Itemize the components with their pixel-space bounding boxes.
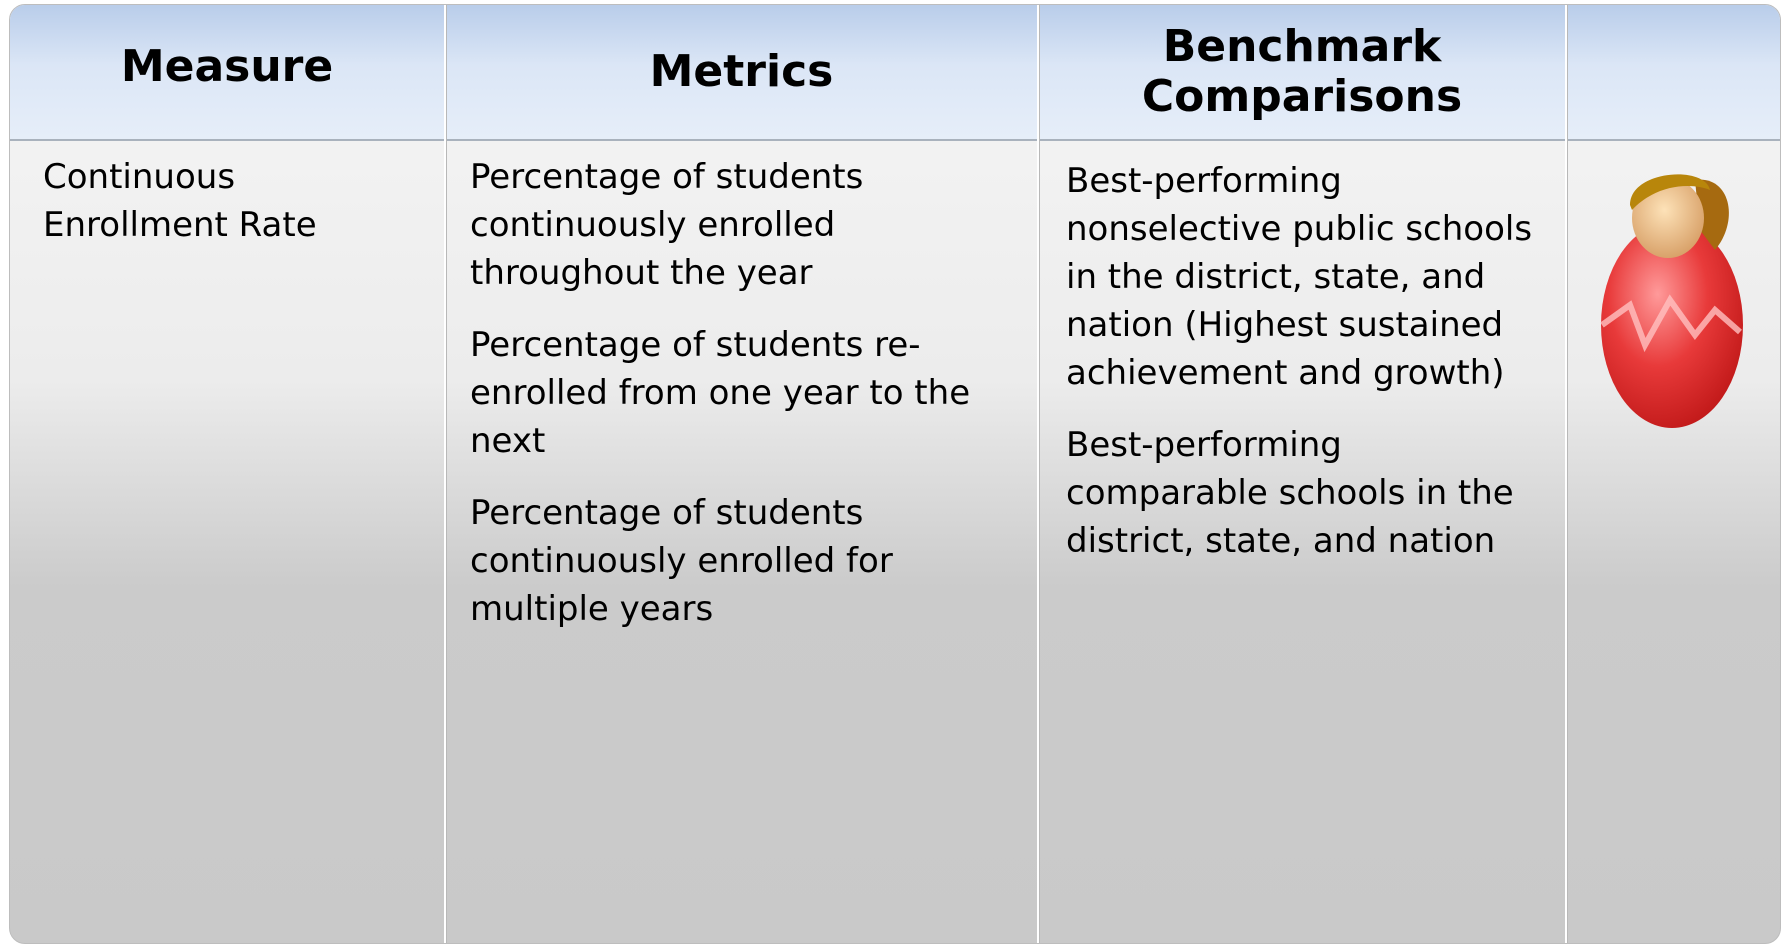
table: Measure Metrics Benchmark Comparisons Co… (9, 4, 1781, 944)
metric-item: Percentage of students re-enrolled from … (470, 325, 971, 461)
metric-item: Percentage of students continuously enro… (470, 493, 893, 629)
header-cell: Benchmark Comparisons (1141, 21, 1463, 122)
metrics-cell: Percentage of students continuously enro… (470, 153, 1015, 657)
metric-item: Percentage of students continuously enro… (470, 157, 864, 293)
benchmarks-cell: Best-performing nonselective public scho… (1066, 157, 1536, 589)
student-icon (1600, 174, 1743, 428)
header-row (10, 5, 1780, 141)
column-divider (1565, 5, 1567, 943)
header-cell: Metrics (649, 46, 834, 97)
measure-cell: Continuous Enrollment Rate (43, 157, 317, 245)
benchmark-item: Best-performing nonselective public scho… (1066, 161, 1533, 393)
benchmark-item: Best-performing comparable schools in th… (1066, 425, 1514, 561)
column-divider (1037, 5, 1039, 943)
header-cell: Measure (120, 41, 334, 92)
column-divider (444, 5, 446, 943)
